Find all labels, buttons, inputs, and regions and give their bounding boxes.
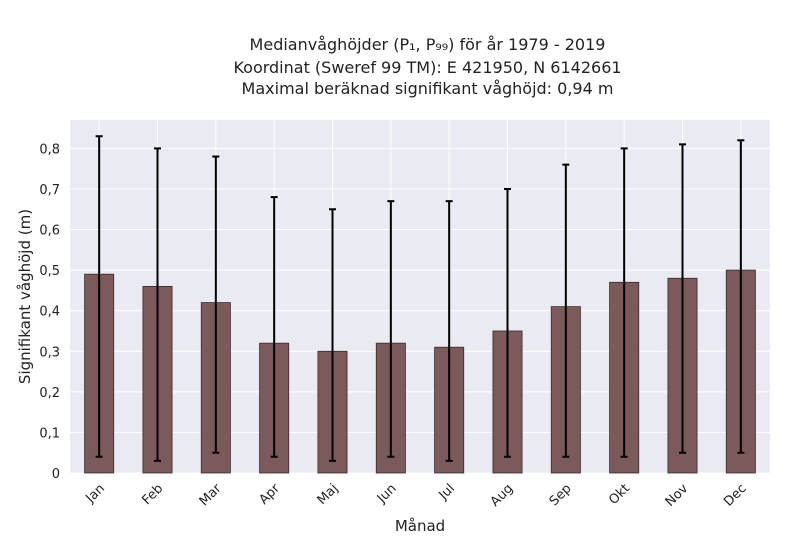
- chart-title-line-3: Maximal beräknad signifikant våghöjd: 0,…: [241, 79, 614, 98]
- x-tick-label: Aug: [488, 481, 517, 510]
- x-tick-label: Sep: [547, 481, 575, 509]
- x-tick-label: Jul: [436, 481, 458, 503]
- y-tick-label: 0,4: [39, 305, 60, 320]
- plot-area: [70, 120, 770, 473]
- x-tick-label: Dec: [721, 481, 749, 509]
- y-tick-label: 0: [52, 467, 60, 482]
- y-tick-label: 0,2: [39, 386, 60, 401]
- chart-title-line-2: Koordinat (Sweref 99 TM): E 421950, N 61…: [233, 58, 622, 77]
- y-axis-title: Signifikant våghöjd (m): [16, 209, 34, 384]
- y-tick-label: 0,8: [39, 142, 60, 157]
- chart-title-line-1: Medianvåghöjder (P₁, P₉₉) för år 1979 - …: [249, 35, 606, 54]
- x-axis-title: Månad: [395, 517, 445, 535]
- x-tick-label: Okt: [606, 481, 633, 508]
- y-tick-label: 0,1: [39, 426, 60, 441]
- x-tick-label: Apr: [256, 481, 283, 508]
- y-tick-label: 0,3: [39, 345, 60, 360]
- error-bars: [95, 135, 745, 462]
- y-tick-label: 0,7: [39, 183, 60, 198]
- x-tick-label: Mar: [197, 481, 225, 509]
- x-tick-label: Feb: [139, 481, 166, 508]
- y-axis-ticks: 0 0,1 0,2 0,3 0,4 0,5 0,6 0,7 0,8: [39, 142, 60, 482]
- x-tick-label: Jun: [374, 481, 400, 507]
- y-tick-label: 0,6: [39, 224, 60, 239]
- x-tick-label: Nov: [663, 481, 692, 510]
- y-tick-label: 0,5: [39, 264, 60, 279]
- x-tick-label: Jan: [83, 481, 108, 506]
- x-axis-ticks: Jan Feb Mar Apr Maj Jun Jul Aug Sep Okt Nov Dec: [83, 481, 750, 510]
- x-tick-label: Maj: [315, 481, 342, 508]
